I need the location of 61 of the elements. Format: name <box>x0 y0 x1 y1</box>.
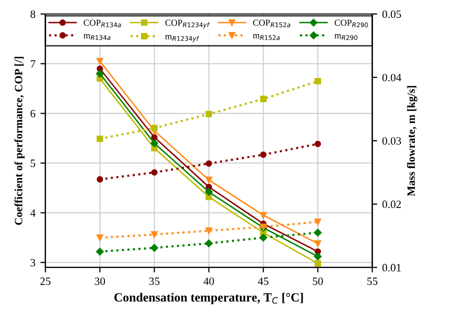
x-tick-label: 35 <box>149 278 160 285</box>
x-tick-label: 55 <box>367 278 378 285</box>
y2-tick-label: 0.03 <box>382 137 402 145</box>
legend-label: COP$_{R1234yf}$ <box>165 20 210 28</box>
y2-axis-title: Mass flowrate, m [kg/s] <box>407 86 418 196</box>
x-tick-label: 40 <box>204 278 214 285</box>
point <box>314 248 321 255</box>
point <box>260 212 267 219</box>
y-tick-label: 7 <box>30 60 36 68</box>
legend-label: COP$_{R290}$ <box>334 20 368 28</box>
point <box>314 140 321 148</box>
x-tick-label: 50 <box>312 278 323 285</box>
point <box>314 252 322 260</box>
point <box>151 124 158 132</box>
point <box>314 228 322 236</box>
point <box>96 248 104 256</box>
legend-label: COP$_{R152a}$ <box>253 20 290 28</box>
y2-tick-label: 0.04 <box>382 74 402 82</box>
point <box>206 194 212 200</box>
point <box>260 151 267 158</box>
x-axis-title: Condensation temperature, T$_{C}$ [°C] <box>114 292 303 304</box>
y-tick-label: 5 <box>30 160 36 168</box>
y-tick-label: 6 <box>30 110 36 118</box>
point <box>314 260 321 267</box>
y-tick-label: 8 <box>30 10 36 18</box>
legend-label: COP$_{R134a}$ <box>84 20 121 28</box>
point <box>314 78 321 84</box>
x-tick-label: 30 <box>94 278 106 285</box>
point <box>151 169 158 176</box>
y-axis-title: Coefficient of performance, COP [/] <box>14 56 25 225</box>
legend-label: m$_{R290}$ <box>334 34 358 40</box>
x-tick-label: 45 <box>258 278 268 285</box>
point <box>151 231 158 238</box>
point <box>205 240 213 248</box>
point <box>206 110 212 118</box>
point <box>260 96 267 102</box>
point <box>314 218 322 226</box>
point <box>206 160 212 167</box>
x-tick-label: 25 <box>40 278 51 285</box>
y-tick-label: 4 <box>30 209 36 217</box>
point <box>150 139 158 148</box>
y-tick-label: 3 <box>30 258 36 266</box>
legend-label: m$_{R1234yf}$ <box>165 35 200 42</box>
legend-label: m$_{R152a}$ <box>252 34 280 40</box>
point <box>96 136 104 142</box>
y2-tick-label: 0.02 <box>382 200 401 208</box>
point <box>96 176 104 183</box>
y2-tick-label: 0.05 <box>382 10 402 18</box>
point <box>205 188 213 196</box>
point <box>96 70 104 78</box>
legend-label: m$_{R134a}$ <box>84 34 110 40</box>
point <box>206 227 212 234</box>
point <box>314 240 322 247</box>
point <box>96 58 104 65</box>
point <box>151 134 158 140</box>
y2-tick-label: 0.01 <box>382 264 401 272</box>
point <box>151 144 158 152</box>
point <box>259 234 268 242</box>
point <box>206 176 212 184</box>
point <box>150 244 158 252</box>
point <box>96 234 104 242</box>
